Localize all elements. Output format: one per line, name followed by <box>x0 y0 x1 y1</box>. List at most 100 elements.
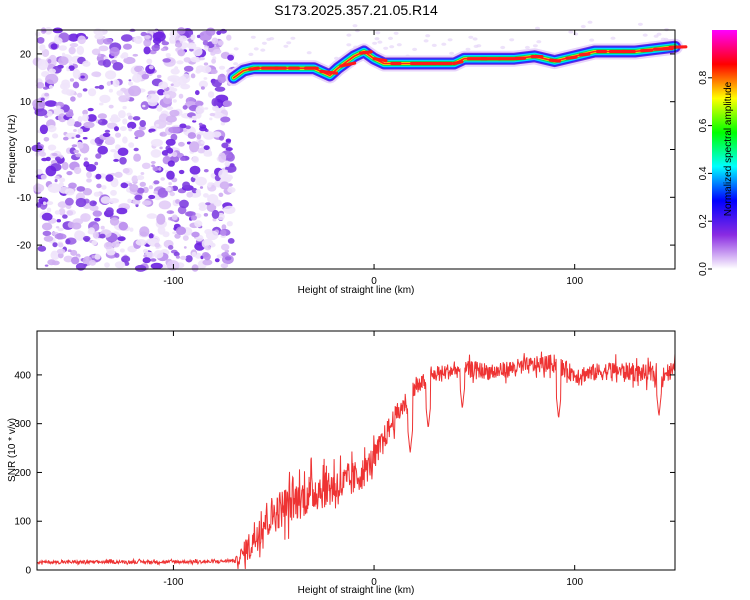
noise-blob <box>167 160 175 167</box>
noise-blob <box>82 113 89 122</box>
noise-blob <box>171 87 178 92</box>
noise-blob <box>218 169 226 179</box>
ridge-peak <box>319 69 339 75</box>
colorbar-tick-label: 0.4 <box>698 166 709 180</box>
noise-blob <box>166 170 175 180</box>
noise-blob <box>94 33 104 40</box>
noise-blob <box>229 163 235 168</box>
noise-blob <box>47 59 52 64</box>
noise-blob <box>211 209 220 219</box>
noise-blob <box>109 46 120 57</box>
noise-blob <box>220 121 226 126</box>
noise-blob <box>54 233 67 240</box>
noise-blob <box>354 29 360 33</box>
noise-blob <box>134 65 143 73</box>
noise-blob <box>425 34 431 38</box>
noise-blob <box>226 221 233 227</box>
noise-blob <box>140 172 145 175</box>
noise-blob <box>121 52 129 59</box>
noise-blob <box>94 217 101 222</box>
ridge-peak <box>452 60 464 66</box>
noise-blob <box>160 177 165 181</box>
noise-blob <box>186 42 197 50</box>
noise-blob <box>97 113 107 120</box>
noise-blob <box>225 147 233 152</box>
noise-blob <box>197 147 205 154</box>
noise-blob <box>52 133 59 139</box>
noise-blob <box>175 199 181 204</box>
noise-blob <box>85 164 97 172</box>
noise-blob <box>589 38 595 42</box>
noise-blob <box>173 251 180 257</box>
noise-blob <box>210 69 218 75</box>
noise-blob <box>105 70 117 80</box>
noise-blob <box>50 250 60 260</box>
noise-blob <box>185 125 191 130</box>
noise-blob <box>198 57 205 61</box>
noise-blob <box>473 44 479 49</box>
noise-blob <box>139 226 150 237</box>
noise-blob <box>226 34 232 41</box>
noise-blob <box>105 136 115 145</box>
noise-blob <box>190 73 196 79</box>
noise-blob <box>209 117 213 121</box>
noise-blob <box>58 182 64 188</box>
noise-blob <box>573 32 579 36</box>
noise-blob <box>423 39 429 43</box>
noise-blob <box>77 116 83 123</box>
noise-blob <box>82 137 88 140</box>
noise-blob <box>396 43 402 47</box>
noise-blob <box>165 115 177 123</box>
x-tick-label: -100 <box>163 276 183 287</box>
noise-blob <box>221 224 227 231</box>
noise-blob <box>221 243 230 251</box>
noise-blob <box>89 200 97 207</box>
noise-blob <box>148 233 154 239</box>
noise-blob <box>102 38 113 45</box>
noise-blob <box>43 201 47 205</box>
noise-blob <box>44 27 53 35</box>
noise-blob <box>143 38 152 47</box>
noise-blob <box>72 81 80 89</box>
noise-blob <box>198 206 207 212</box>
noise-blob <box>114 171 123 178</box>
noise-blob <box>109 116 121 123</box>
noise-blob <box>70 249 78 256</box>
x-tick-label: 0 <box>371 276 377 287</box>
noise-blob <box>222 100 232 107</box>
noise-blob <box>227 238 235 244</box>
colorbar-tick-label: 0.6 <box>698 118 709 132</box>
noise-blob <box>35 31 41 37</box>
noise-blob <box>178 93 184 99</box>
noise-blob <box>57 227 64 232</box>
noise-blob <box>88 227 95 235</box>
y-tick-label: 100 <box>14 517 31 528</box>
noise-blob <box>52 152 58 157</box>
noise-blob <box>54 156 61 162</box>
noise-blob <box>115 144 121 151</box>
noise-blob <box>71 136 75 139</box>
noise-blob <box>346 33 352 37</box>
noise-blob <box>142 104 146 108</box>
noise-blob <box>233 62 239 66</box>
noise-blob <box>128 79 132 82</box>
noise-blob <box>66 171 73 176</box>
noise-blob <box>108 104 114 109</box>
noise-blob <box>98 120 103 123</box>
noise-blob <box>374 37 380 41</box>
noise-blob <box>175 226 187 235</box>
noise-blob <box>226 153 235 162</box>
noise-blob <box>65 197 74 206</box>
noise-blob <box>465 47 471 51</box>
ridge-peak <box>640 48 654 53</box>
noise-blob <box>500 45 506 50</box>
noise-blob <box>131 175 139 183</box>
noise-blob <box>73 129 77 132</box>
noise-blob <box>253 47 259 51</box>
noise-blob <box>89 205 99 212</box>
noise-blob <box>54 175 60 180</box>
noise-blob <box>66 210 74 216</box>
noise-blob <box>170 68 180 75</box>
noise-blob <box>187 132 197 139</box>
